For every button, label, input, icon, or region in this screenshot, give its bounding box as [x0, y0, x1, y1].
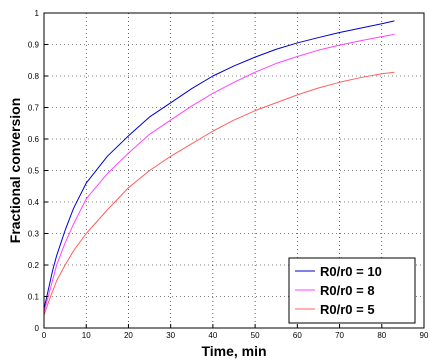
x-tick-label: 50 [251, 331, 260, 340]
x-axis-ticks: 0 10 20 30 40 50 60 70 80 90 [42, 324, 429, 340]
x-tick-label: 10 [82, 331, 91, 340]
x-tick-label: 20 [124, 331, 133, 340]
x-tick-label: 40 [208, 331, 217, 340]
legend-label-1: R0/r0 = 10 [320, 264, 382, 279]
legend-box [288, 257, 416, 324]
series-layer [43, 20, 395, 316]
y-tick-label: 0.4 [28, 198, 40, 207]
series-line-3 [43, 71, 395, 316]
y-tick-label: 0.5 [28, 167, 40, 176]
y-tick-label: 0 [35, 324, 40, 333]
x-tick-label: 70 [335, 331, 344, 340]
x-tick-label: 80 [377, 331, 386, 340]
y-axis-ticks: 0 0.1 0.2 0.3 0.4 0.5 0.6 0.7 0.8 0.9 1 [28, 9, 48, 333]
y-tick-label: 0.2 [28, 261, 40, 270]
x-tick-label: 90 [420, 331, 429, 340]
y-tick-label: 1 [35, 9, 40, 18]
y-tick-label: 0.3 [28, 230, 40, 239]
legend-label-3: R0/r0 = 5 [320, 302, 375, 317]
legend: R0/r0 = 10 R0/r0 = 8 R0/r0 = 5 [288, 257, 416, 324]
x-axis-title: Time, min [201, 343, 266, 359]
legend-label-2: R0/r0 = 8 [320, 283, 375, 298]
y-tick-label: 0.9 [28, 41, 40, 50]
y-axis-title: Fractional conversion [7, 98, 23, 243]
y-tick-label: 0.7 [28, 104, 40, 113]
series-line-1 [43, 20, 395, 310]
x-tick-label: 30 [166, 331, 175, 340]
y-tick-label: 0.6 [28, 135, 40, 144]
series-line-2 [43, 33, 395, 313]
y-tick-label: 0.8 [28, 72, 40, 81]
y-tick-label: 0.1 [28, 293, 40, 302]
x-tick-label: 60 [293, 331, 302, 340]
x-tick-label: 0 [42, 331, 47, 340]
